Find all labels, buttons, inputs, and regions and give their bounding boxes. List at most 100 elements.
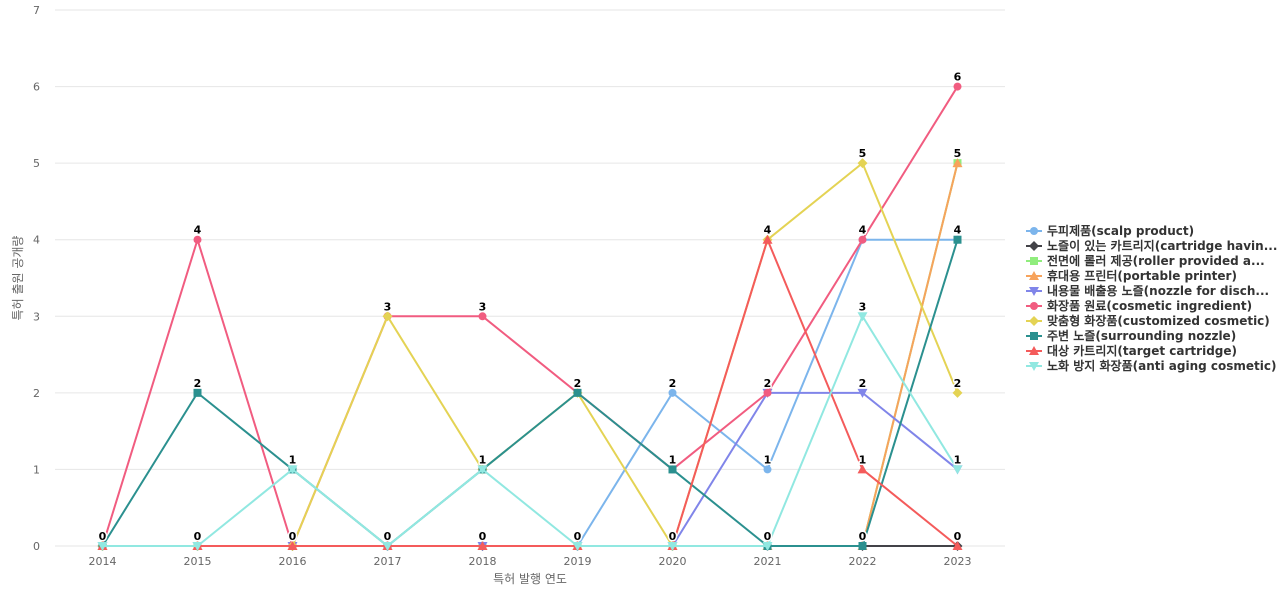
x-tick-label: 2017 — [374, 555, 402, 568]
data-point — [573, 388, 582, 397]
legend-item[interactable]: 대상 카트리지(target cartridge) — [1026, 343, 1237, 358]
data-point — [572, 542, 583, 551]
legend-marker — [1030, 332, 1038, 340]
data-point — [952, 541, 963, 550]
legend-marker — [1029, 241, 1039, 251]
legend-marker — [1030, 227, 1038, 235]
data-label: 0 — [384, 530, 392, 543]
data-label: 1 — [764, 453, 772, 466]
data-label: 2 — [574, 377, 582, 390]
data-point — [193, 235, 202, 244]
data-point — [952, 465, 963, 475]
data-point — [762, 234, 773, 244]
data-label: 1 — [289, 453, 297, 466]
x-axis-title: 특허 발행 연도 — [493, 571, 567, 586]
legend-marker — [1030, 257, 1038, 265]
legend-item[interactable]: 노즐이 있는 카트리지(cartridge havin... — [1026, 238, 1277, 253]
legend-marker — [1029, 362, 1039, 371]
legend-label: 휴대용 프린터(portable printer) — [1047, 268, 1237, 283]
data-label: 1 — [954, 453, 962, 466]
data-label: 5 — [954, 147, 962, 160]
data-label: 2 — [954, 377, 962, 390]
data-point — [192, 542, 203, 551]
data-label: 2 — [859, 377, 867, 390]
legend-item[interactable]: 전면에 롤러 제공(roller provided a... — [1026, 253, 1265, 268]
y-tick-label: 2 — [33, 387, 40, 400]
series-line — [102, 315, 959, 547]
data-label: 5 — [859, 147, 867, 160]
grid — [55, 9, 1005, 547]
data-labels: 0 4 2 0 1 0 3 0 3 1 0 2 0 2 1 0 4 2 1 0 5 4 3 2 1 0 6 5 4 2 1 0 — [97, 69, 963, 544]
data-point — [953, 235, 962, 244]
data-label: 3 — [384, 300, 392, 313]
legend-label: 주변 노즐(surrounding nozzle) — [1047, 328, 1236, 343]
legend-label: 화장품 원료(cosmetic ingredient) — [1047, 298, 1252, 313]
data-point — [382, 542, 393, 551]
x-tick-label: 2018 — [469, 555, 497, 568]
data-label: 4 — [764, 224, 772, 237]
data-point — [762, 542, 773, 551]
legend-item[interactable]: 화장품 원료(cosmetic ingredient) — [1026, 298, 1252, 313]
legend-item[interactable]: 휴대용 프린터(portable printer) — [1026, 268, 1237, 283]
y-axis-title: 특허 출원 공개량 — [11, 236, 25, 321]
data-point — [858, 235, 867, 244]
data-label: 1 — [669, 453, 677, 466]
data-point — [857, 158, 868, 169]
x-tick-label: 2016 — [279, 555, 307, 568]
x-tick-label: 2020 — [659, 555, 687, 568]
data-label: 6 — [954, 71, 962, 84]
data-label: 0 — [669, 530, 677, 543]
series-5[interactable] — [97, 388, 963, 551]
y-tick-label: 4 — [33, 234, 40, 247]
data-point — [668, 388, 677, 397]
x-tick-label: 2023 — [944, 555, 972, 568]
data-label: 0 — [289, 530, 297, 543]
y-axis-ticks: 0 1 2 3 4 5 6 7 — [33, 4, 40, 553]
y-tick-label: 6 — [33, 81, 40, 94]
data-point — [952, 158, 963, 168]
data-point — [857, 388, 868, 398]
data-point — [763, 388, 772, 397]
data-point — [858, 542, 867, 550]
legend-marker — [1030, 302, 1038, 310]
data-point — [477, 465, 488, 475]
legend-label: 대상 카트리지(target cartridge) — [1047, 343, 1237, 358]
y-tick-label: 0 — [33, 540, 40, 553]
legend-marker — [1029, 287, 1039, 296]
legend-item[interactable]: 주변 노즐(surrounding nozzle) — [1026, 328, 1236, 343]
data-point — [477, 541, 488, 550]
series-9[interactable] — [97, 234, 963, 550]
data-label: 0 — [764, 530, 772, 543]
data-point — [193, 388, 202, 397]
legend[interactable]: 두피제품(scalp product)노즐이 있는 카트리지(cartridge… — [1026, 223, 1277, 373]
y-tick-label: 1 — [33, 463, 40, 476]
legend-item[interactable]: 노화 방지 화장품(anti aging cosmetic) — [1026, 358, 1277, 373]
data-point — [382, 311, 393, 322]
series-10[interactable] — [97, 312, 963, 551]
legend-marker — [1029, 271, 1039, 280]
legend-label: 전면에 롤러 제공(roller provided a... — [1047, 253, 1265, 268]
legend-item[interactable]: 맞춤형 화장품(customized cosmetic) — [1026, 313, 1270, 328]
data-label: 0 — [859, 530, 867, 543]
y-tick-label: 5 — [33, 157, 40, 170]
legend-label: 맞춤형 화장품(customized cosmetic) — [1047, 313, 1270, 328]
y-tick-label: 3 — [33, 310, 40, 323]
data-label: 2 — [669, 377, 677, 390]
data-point — [952, 387, 963, 398]
data-label: 0 — [574, 530, 582, 543]
data-label: 4 — [859, 224, 867, 237]
data-label: 1 — [859, 453, 867, 466]
data-label: 0 — [99, 530, 107, 543]
legend-item[interactable]: 내용물 배출용 노즐(nozzle for disch... — [1026, 283, 1269, 298]
series-lines — [97, 82, 963, 551]
data-point — [857, 312, 868, 322]
x-tick-label: 2014 — [89, 555, 117, 568]
data-point — [953, 82, 962, 91]
series-line — [101, 239, 959, 547]
data-label: 0 — [194, 530, 202, 543]
legend-item[interactable]: 두피제품(scalp product) — [1026, 223, 1194, 238]
data-label: 4 — [954, 224, 962, 237]
data-point — [763, 465, 772, 474]
data-label: 1 — [479, 453, 487, 466]
series-line — [101, 86, 959, 547]
